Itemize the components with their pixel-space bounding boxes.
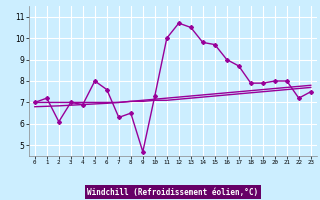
- Text: Windchill (Refroidissement éolien,°C): Windchill (Refroidissement éolien,°C): [87, 188, 258, 196]
